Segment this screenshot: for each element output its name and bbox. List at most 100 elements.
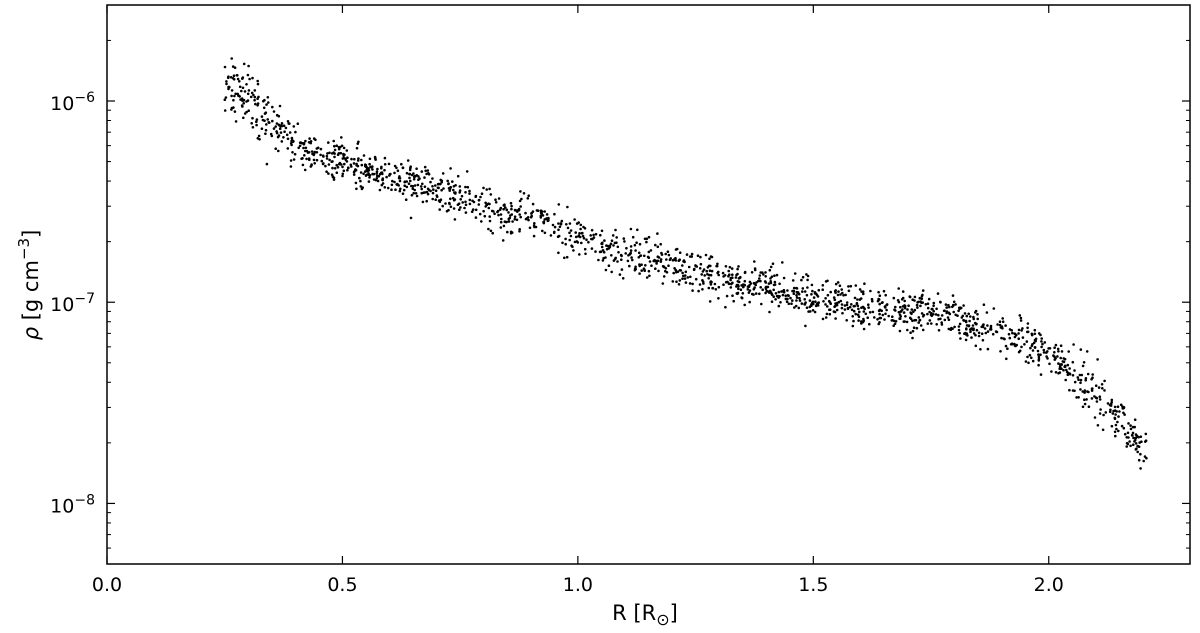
data-point (387, 162, 391, 166)
data-point (857, 307, 860, 311)
data-point (440, 188, 443, 192)
data-point (276, 135, 280, 139)
data-point (1058, 365, 1062, 368)
data-point (440, 179, 444, 183)
data-point (247, 64, 250, 68)
data-point (607, 264, 611, 268)
data-point (445, 209, 449, 213)
data-point (935, 323, 938, 326)
data-point (423, 176, 426, 179)
data-point (838, 284, 842, 288)
data-point (288, 131, 292, 134)
data-point (380, 183, 384, 187)
data-point (1040, 337, 1043, 340)
data-point (786, 289, 789, 292)
data-point (911, 336, 914, 340)
data-point (350, 165, 353, 168)
data-point (683, 277, 687, 280)
data-point (625, 246, 628, 250)
data-point (862, 317, 865, 321)
data-point (253, 95, 257, 99)
data-point (1081, 405, 1085, 409)
data-point (483, 214, 487, 218)
data-point (551, 223, 555, 227)
data-point (791, 279, 795, 282)
data-point (310, 163, 313, 166)
data-point (667, 253, 671, 257)
data-point (840, 303, 844, 306)
data-point (568, 238, 571, 242)
data-point (335, 171, 339, 174)
data-point (982, 303, 986, 307)
data-point (903, 306, 907, 310)
data-point (233, 66, 237, 69)
data-point (245, 83, 248, 86)
data-point (675, 247, 679, 251)
data-point (862, 292, 865, 296)
data-point (784, 294, 787, 298)
data-point (791, 289, 794, 293)
data-point (814, 304, 818, 308)
data-point (333, 167, 337, 170)
data-point (753, 260, 756, 263)
data-point (1018, 314, 1022, 317)
data-point (1126, 442, 1130, 446)
data-point (518, 199, 522, 203)
data-point (620, 258, 623, 262)
data-point (1046, 357, 1049, 360)
data-point (496, 209, 500, 213)
data-point (355, 187, 358, 191)
data-point (643, 237, 647, 241)
data-point (813, 291, 817, 294)
data-point (566, 226, 570, 230)
data-point (640, 263, 643, 267)
data-point (1025, 340, 1029, 343)
data-point (784, 297, 788, 301)
data-point (747, 291, 751, 294)
data-point (409, 166, 412, 170)
data-point (772, 283, 776, 287)
data-point (362, 154, 366, 157)
data-point (622, 237, 626, 240)
data-point (834, 291, 837, 294)
data-point (1113, 416, 1117, 420)
data-point (438, 208, 442, 211)
data-point (385, 175, 388, 179)
data-point (918, 319, 921, 322)
data-point (770, 292, 773, 296)
data-point (412, 177, 416, 181)
data-point (332, 178, 336, 181)
data-point (1056, 347, 1060, 351)
data-point (932, 313, 935, 316)
data-point (1039, 353, 1042, 357)
data-point (603, 239, 606, 242)
data-point (612, 244, 615, 247)
data-point (989, 324, 993, 328)
data-point (373, 155, 377, 159)
data-point (860, 306, 863, 310)
data-point (1083, 389, 1087, 392)
data-point (1081, 390, 1084, 393)
data-point (758, 292, 761, 296)
data-point (1020, 345, 1023, 349)
data-point (367, 180, 371, 183)
data-point (824, 316, 828, 319)
data-point (770, 275, 774, 279)
data-point (689, 275, 692, 279)
data-point (1053, 346, 1056, 350)
data-point (252, 93, 255, 97)
data-point (1032, 341, 1036, 345)
data-point (322, 162, 325, 165)
data-point (1128, 440, 1131, 443)
data-point (342, 146, 346, 150)
data-point (1085, 350, 1089, 353)
data-point (926, 306, 930, 310)
data-point (615, 241, 618, 244)
data-point (894, 309, 897, 312)
data-point (655, 262, 658, 265)
data-point (642, 267, 646, 271)
data-point (256, 79, 260, 83)
data-point (1098, 395, 1102, 399)
data-point (468, 189, 471, 193)
data-point (488, 219, 492, 223)
